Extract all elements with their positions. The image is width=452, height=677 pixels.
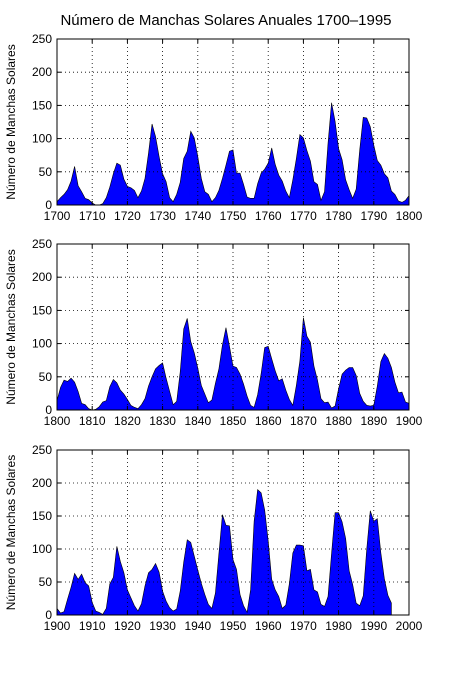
- x-tick-label: 1890: [360, 414, 387, 428]
- x-tick-label: 1700: [44, 209, 71, 223]
- x-tick-label: 1790: [360, 209, 387, 223]
- y-tick-label: 200: [32, 476, 52, 490]
- y-tick-label: 250: [32, 32, 52, 46]
- x-tick-label: 1980: [325, 619, 352, 633]
- x-tick-label: 1950: [220, 619, 247, 633]
- y-tick-label: 50: [39, 370, 53, 384]
- y-tick-label: 150: [32, 98, 52, 112]
- x-tick-label: 1730: [149, 209, 176, 223]
- x-tick-label: 1720: [114, 209, 141, 223]
- x-tick-label: 1930: [149, 619, 176, 633]
- x-tick-label: 1710: [79, 209, 106, 223]
- y-axis-label: Número de Manchas Solares: [4, 44, 18, 199]
- y-tick-label: 250: [32, 237, 52, 251]
- x-tick-label: 1770: [290, 209, 317, 223]
- chart-panel-2: 1800 1810 1820 1830 1840 1850 1860 1870 1880 1890…: [4, 237, 423, 428]
- x-tick-label: 1970: [290, 619, 317, 633]
- y-tick-label: 100: [32, 132, 52, 146]
- x-tick-label: 1860: [255, 414, 282, 428]
- x-tick-label: 1990: [360, 619, 387, 633]
- y-tick-label: 0: [45, 198, 52, 212]
- y-tick-label: 50: [39, 165, 53, 179]
- sunspot-area: [56, 102, 410, 206]
- x-tick-label: 1870: [290, 414, 317, 428]
- y-tick-label: 150: [32, 509, 52, 523]
- x-tick-label: 1880: [325, 414, 352, 428]
- x-tick-label: 1780: [325, 209, 352, 223]
- y-tick-label: 0: [45, 608, 52, 622]
- x-tick-label: 1920: [114, 619, 141, 633]
- x-tick-label: 1840: [184, 414, 211, 428]
- x-tick-label: 1940: [184, 619, 211, 633]
- sunspot-area: [56, 317, 410, 411]
- chart-title: Número de Manchas Solares Anuales 1700–1…: [60, 12, 392, 29]
- x-tick-label: 1830: [149, 414, 176, 428]
- y-tick-label: 100: [32, 542, 52, 556]
- x-tick-label: 1820: [114, 414, 141, 428]
- chart-panel-3: 1900 1910 1920 1930 1940 1950 1960 1970 1980 1990…: [4, 443, 423, 633]
- x-tick-label: 1750: [220, 209, 247, 223]
- y-axis-label: Número de Manchas Solares: [4, 455, 18, 610]
- y-tick-label: 200: [32, 65, 52, 79]
- x-tick-label: 1960: [255, 619, 282, 633]
- x-tick-label: 1800: [44, 414, 71, 428]
- x-tick-label: 1810: [79, 414, 106, 428]
- x-tick-label: 1910: [79, 619, 106, 633]
- y-tick-label: 100: [32, 337, 52, 351]
- x-tick-label: 1760: [255, 209, 282, 223]
- x-tick-label: 1900: [44, 619, 71, 633]
- chart-panel-1: 1700 1710 1720 1730 1740 1750 1760 1770 1780 1790…: [4, 32, 423, 223]
- x-tick-label: 2000: [396, 619, 423, 633]
- y-tick-label: 200: [32, 270, 52, 284]
- x-tick-label: 1740: [184, 209, 211, 223]
- x-tick-label: 1800: [396, 209, 423, 223]
- y-tick-label: 250: [32, 443, 52, 457]
- y-tick-label: 0: [45, 403, 52, 417]
- sunspot-area: [56, 488, 392, 616]
- x-tick-label: 1900: [396, 414, 423, 428]
- y-tick-label: 50: [39, 575, 53, 589]
- y-tick-label: 150: [32, 303, 52, 317]
- y-axis-label: Número de Manchas Solares: [4, 249, 18, 404]
- x-tick-label: 1850: [220, 414, 247, 428]
